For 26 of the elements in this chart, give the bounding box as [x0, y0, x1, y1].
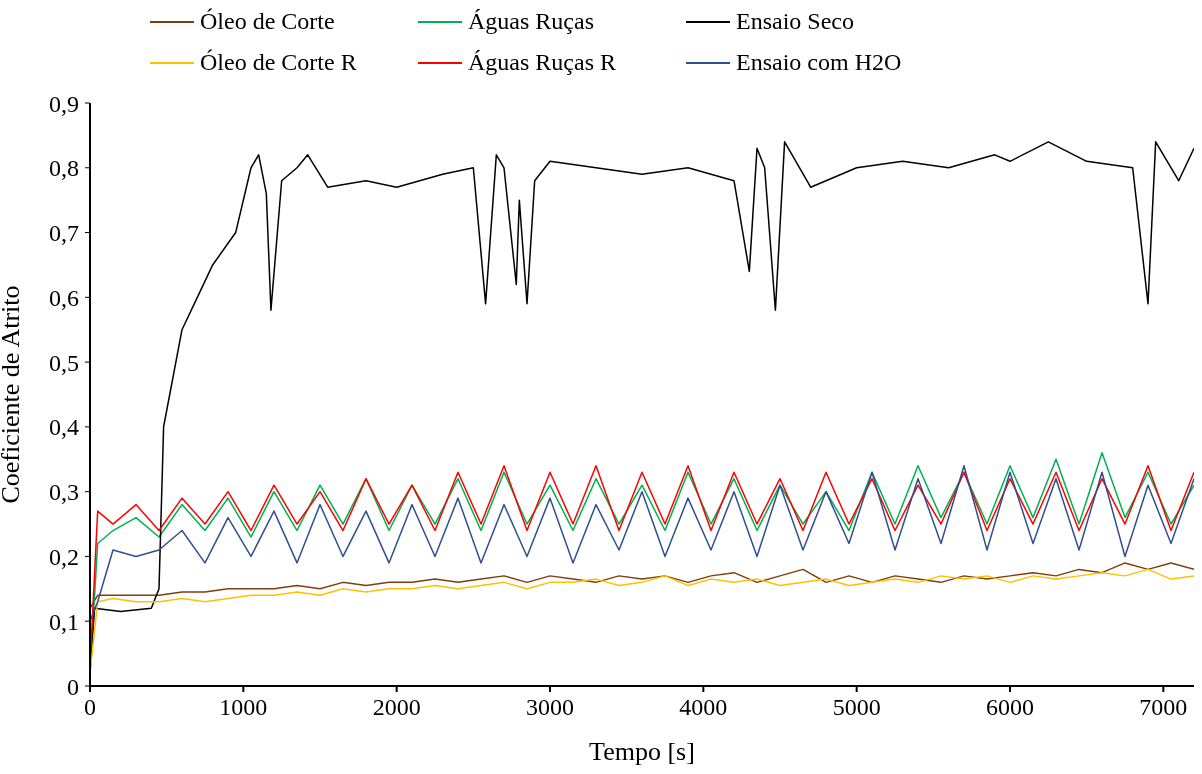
x-tick-label: 4000 — [679, 694, 728, 721]
y-tick-label: 0 — [67, 673, 79, 700]
legend-label: Ensaio com H2O — [736, 49, 902, 76]
legend-label: Óleo de Corte R — [200, 49, 357, 76]
x-axis-title: Tempo [s] — [589, 737, 695, 766]
y-tick-label: 0,9 — [49, 90, 79, 117]
y-tick-label: 0,3 — [49, 479, 79, 506]
y-tick-label: 0,1 — [49, 608, 79, 635]
legend-label: Águas Ruças — [468, 8, 594, 35]
y-tick-label: 0,7 — [49, 220, 79, 247]
x-tick-label: 1000 — [219, 694, 268, 721]
x-tick-label: 2000 — [372, 694, 421, 721]
y-tick-label: 0,8 — [49, 155, 79, 182]
x-tick-label: 0 — [84, 694, 96, 721]
y-axis-title: Coeficiente de Atrito — [0, 285, 26, 504]
legend-label: Águas Ruças R — [468, 49, 616, 76]
y-tick-label: 0,5 — [49, 349, 79, 376]
y-tick-label: 0,6 — [49, 284, 79, 311]
legend-label: Ensaio Seco — [736, 8, 854, 35]
x-tick-label: 3000 — [526, 694, 574, 721]
y-tick-label: 0,4 — [49, 414, 79, 441]
x-tick-label: 6000 — [986, 694, 1034, 721]
y-tick-label: 0,2 — [49, 543, 79, 570]
x-tick-label: 7000 — [1139, 694, 1188, 721]
legend-label: Óleo de Corte — [200, 8, 335, 35]
x-tick-label: 5000 — [832, 694, 881, 721]
